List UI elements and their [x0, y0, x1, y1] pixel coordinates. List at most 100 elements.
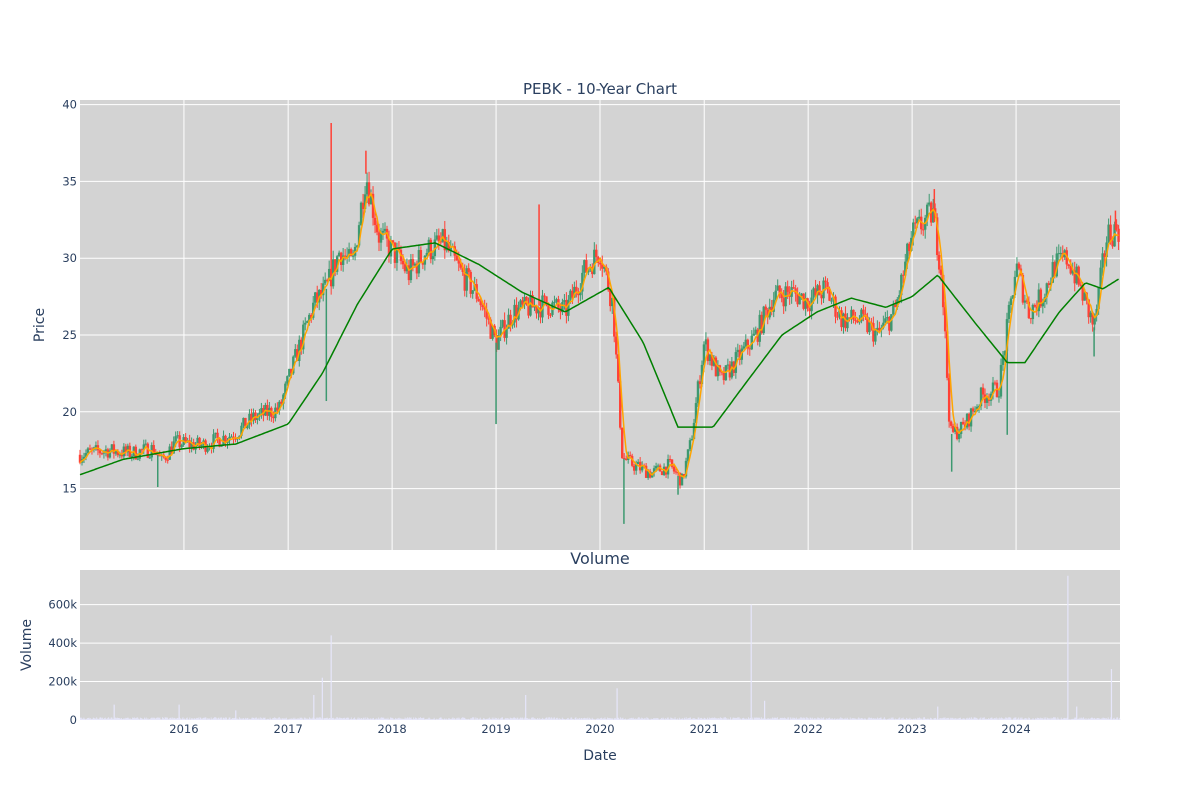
volume-bar: [339, 717, 341, 720]
candle-body: [698, 381, 702, 385]
volume-bar: [255, 717, 257, 720]
volume-bar: [461, 718, 462, 720]
candle-body: [941, 274, 945, 308]
volume-bar: [325, 718, 327, 720]
volume-bar: [420, 718, 422, 720]
volume-bar: [545, 717, 547, 720]
volume-bar: [151, 717, 153, 720]
volume-bar: [1000, 718, 1002, 720]
volume-bar: [618, 717, 620, 720]
candle-body: [411, 259, 415, 266]
volume-bar: [997, 717, 999, 720]
volume-bar: [109, 718, 110, 720]
volume-bar: [722, 719, 724, 720]
volume-bar: [402, 718, 403, 720]
candle-body: [240, 425, 243, 436]
volume-bar: [296, 718, 298, 720]
candle-body: [429, 239, 433, 260]
volume-bar: [672, 718, 673, 720]
volume-bar: [284, 718, 286, 720]
volume-bar: [659, 719, 661, 720]
volume-bar: [677, 718, 679, 720]
volume-bar: [958, 718, 960, 720]
volume-bar: [218, 717, 220, 720]
candle-body: [778, 285, 781, 295]
candle-body: [116, 451, 120, 456]
volume-bar: [1086, 718, 1088, 720]
volume-bar: [143, 719, 145, 720]
volume-bar: [774, 717, 776, 720]
volume-bar: [155, 718, 157, 720]
candle-body: [866, 316, 869, 333]
volume-bar: [877, 718, 879, 720]
volume-bar: [105, 718, 107, 720]
candle-body: [710, 354, 714, 366]
candle-body: [333, 259, 337, 272]
volume-bar: [926, 718, 928, 720]
candle-body: [716, 365, 720, 377]
volume-bar: [624, 719, 626, 720]
volume-bar: [1101, 718, 1103, 720]
volume-bar: [174, 718, 176, 720]
volume-bar: [456, 717, 458, 720]
candle-body: [369, 193, 373, 205]
volume-bar: [234, 717, 236, 720]
volume-bar: [862, 718, 864, 720]
volume-bar: [133, 717, 135, 720]
candle-body: [395, 248, 399, 263]
volume-bar: [92, 717, 94, 720]
volume-bar: [215, 717, 217, 720]
volume-bar: [250, 719, 251, 720]
volume-bar: [354, 717, 356, 720]
volume-bar: [646, 717, 648, 720]
candle-body: [792, 287, 795, 289]
candle-body: [375, 224, 379, 233]
volume-bar: [332, 717, 333, 720]
volume-bar: [1104, 717, 1106, 720]
candle-body: [168, 446, 171, 460]
candle-body: [882, 322, 885, 328]
volume-bar: [232, 718, 233, 720]
volume-bar: [526, 717, 528, 720]
candle-body: [752, 333, 755, 336]
volume-bar: [217, 718, 219, 720]
volume-bar: [1014, 717, 1016, 720]
volume-bar: [852, 718, 854, 720]
candle-body: [682, 474, 686, 477]
volume-bar: [129, 718, 131, 720]
volume-bar: [920, 718, 922, 720]
volume-bar: [566, 718, 568, 720]
candle-body: [762, 306, 765, 334]
candle-body: [722, 372, 726, 381]
candle-body: [630, 456, 634, 466]
candle-body: [316, 292, 319, 303]
candle-body: [242, 417, 245, 426]
candle-body: [900, 274, 903, 296]
volume-bar: [589, 717, 591, 720]
volume-bar: [967, 719, 969, 720]
candle-body: [666, 459, 670, 475]
volume-bar: [886, 719, 888, 720]
volume-bar: [683, 719, 685, 720]
volume-bar: [439, 717, 441, 720]
volume-bar: [944, 717, 946, 720]
volume-bar: [919, 718, 921, 720]
candle-body: [1033, 304, 1037, 307]
volume-bar: [1116, 717, 1118, 720]
volume-bar: [185, 719, 186, 720]
volume-bar: [132, 717, 134, 720]
volume-bar: [1088, 718, 1090, 720]
volume-bar: [257, 718, 259, 720]
volume-bar: [950, 718, 952, 720]
volume-bar: [436, 718, 438, 720]
candle-body: [828, 289, 831, 301]
volume-bar: [1072, 719, 1074, 720]
volume-bar: [138, 719, 140, 720]
volume-bar: [176, 718, 178, 720]
volume-bar: [261, 718, 263, 720]
volume-bar: [367, 717, 368, 720]
volume-bar: [737, 717, 739, 720]
volume-bar: [880, 717, 882, 720]
volume-bar: [150, 718, 151, 720]
volume-bar: [344, 718, 346, 720]
